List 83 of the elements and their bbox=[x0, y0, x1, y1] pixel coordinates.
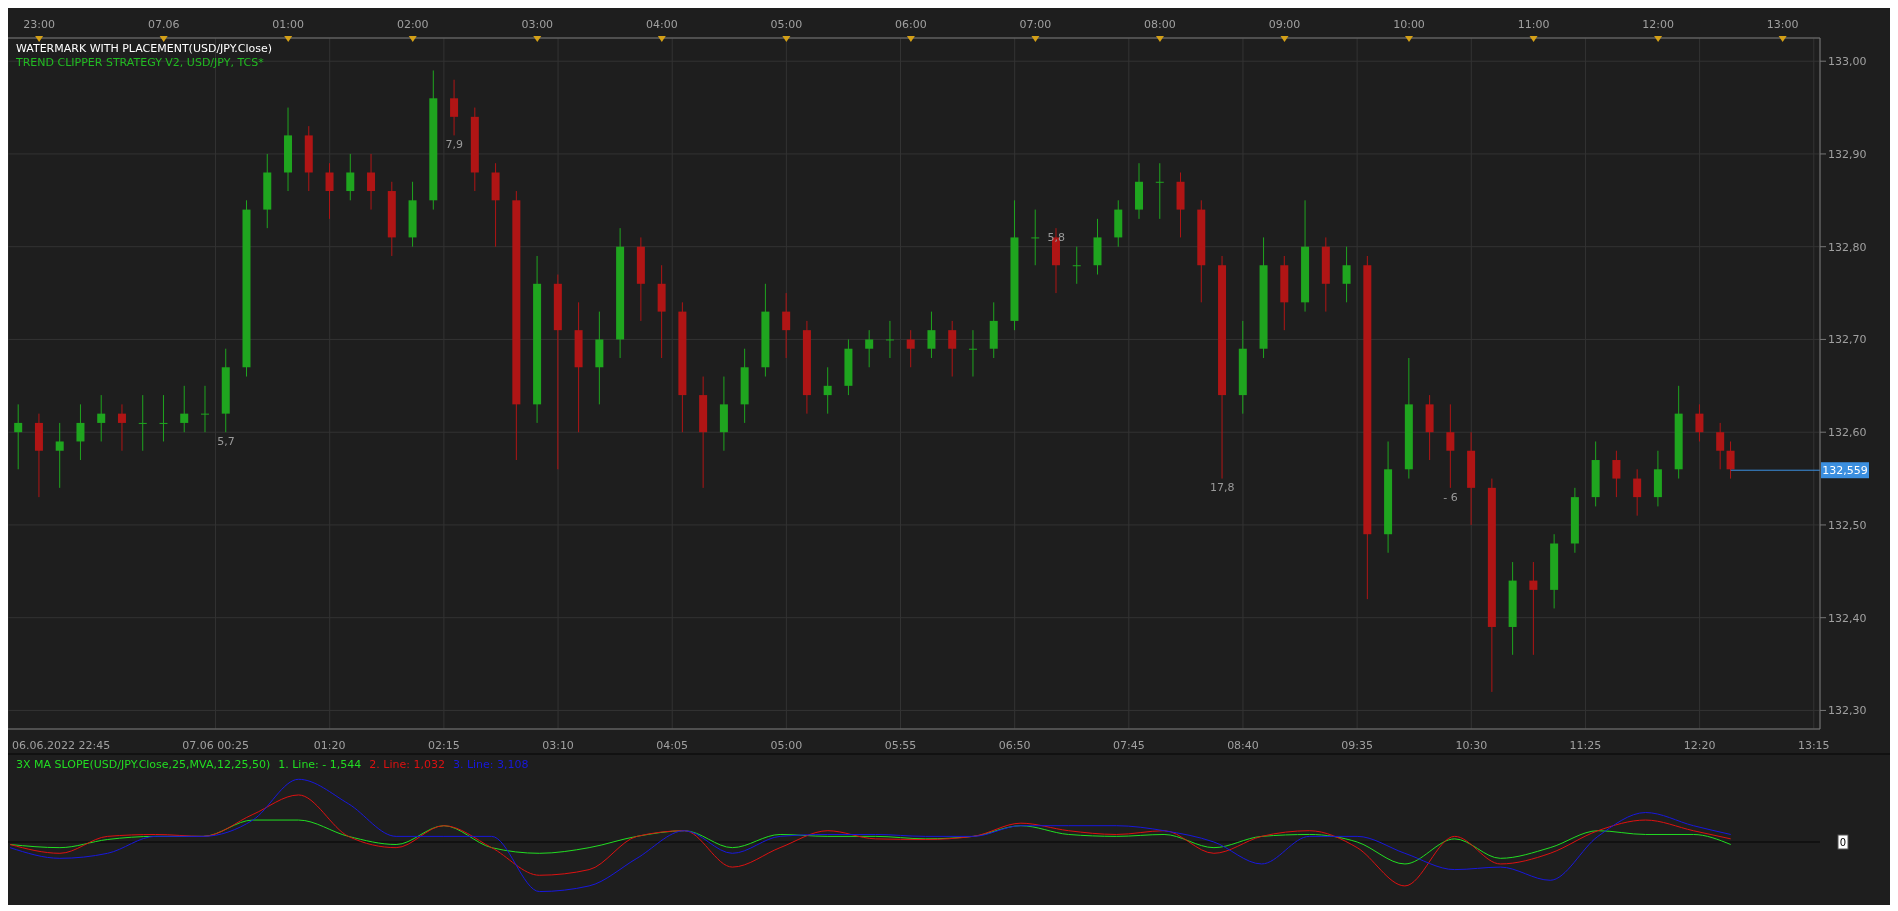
candlestick bbox=[346, 153, 355, 201]
y-tick-label: 132,70 bbox=[1828, 333, 1867, 347]
candlestick bbox=[180, 385, 189, 433]
x2-tick-label: 13:00 bbox=[1766, 18, 1799, 31]
candlestick bbox=[325, 162, 334, 220]
x2-tick-label: 05:00 bbox=[770, 18, 803, 31]
candlestick bbox=[1072, 246, 1081, 285]
x-tick-label: 06:50 bbox=[998, 739, 1031, 752]
x-tick-label: 08:40 bbox=[1227, 739, 1259, 752]
candlestick bbox=[1695, 403, 1704, 442]
x2-tick-label: 07.06 bbox=[147, 18, 180, 31]
candlestick bbox=[1031, 209, 1040, 266]
x2-tick-label: 23:00 bbox=[23, 18, 55, 31]
annotation: - 6 bbox=[1443, 490, 1458, 504]
x-tick-label: 04:05 bbox=[656, 739, 689, 752]
x2-tick-label: 08:00 bbox=[1144, 18, 1176, 31]
candlestick bbox=[823, 366, 832, 415]
x-tick-label: 09:35 bbox=[1341, 739, 1373, 752]
y-tick-label: 132,40 bbox=[1828, 611, 1867, 625]
x-tick-label: 07.06 00:25 bbox=[182, 739, 249, 752]
x2-tick-label: 11:00 bbox=[1517, 18, 1550, 31]
ref-line-label: 132,559 bbox=[1822, 464, 1868, 478]
x-tick-label: 07:45 bbox=[1112, 739, 1145, 752]
x2-tick-label: 04:00 bbox=[645, 18, 678, 31]
y-tick-label: 132,90 bbox=[1828, 147, 1867, 161]
candlestick bbox=[159, 394, 168, 442]
candlestick bbox=[968, 329, 977, 378]
chart-title: WATERMARK WITH PLACEMENT(USD/JPY.Close) bbox=[16, 42, 272, 56]
candlestick bbox=[138, 394, 147, 452]
candlestick bbox=[927, 311, 936, 359]
x-tick-label: 06.06.2022 22:45 bbox=[12, 739, 111, 752]
candlestick bbox=[1633, 468, 1642, 517]
annotation: 5,7 bbox=[217, 435, 235, 448]
x-tick-label: 05:00 bbox=[770, 739, 803, 752]
x-tick-label: 13:15 bbox=[1797, 739, 1830, 752]
x-tick-label: 11:25 bbox=[1569, 739, 1602, 752]
x-tick-label: 01:20 bbox=[313, 739, 346, 752]
candlestick bbox=[117, 403, 126, 452]
x-tick-label: 05:55 bbox=[884, 739, 917, 752]
text: 2. Line: 1,032 bbox=[369, 758, 445, 771]
candlestick bbox=[1446, 403, 1455, 489]
candlestick bbox=[76, 403, 85, 461]
x2-tick-label: 10:00 bbox=[1393, 18, 1425, 31]
candlestick bbox=[865, 329, 874, 368]
x2-tick-label: 07:00 bbox=[1019, 18, 1052, 31]
annotation: 17,8 bbox=[1209, 481, 1235, 495]
candlestick bbox=[55, 422, 64, 489]
y-tick-label: 132,50 bbox=[1828, 518, 1867, 532]
annotation: 7,9 bbox=[445, 138, 463, 152]
candlestick bbox=[450, 79, 459, 136]
candlestick bbox=[782, 292, 791, 359]
candlestick bbox=[1612, 450, 1621, 498]
candlestick bbox=[1342, 246, 1351, 303]
candlestick bbox=[1716, 422, 1725, 470]
x2-tick-label: 02:00 bbox=[396, 18, 429, 31]
candlestick bbox=[367, 153, 376, 211]
x2-tick-label: 01:00 bbox=[272, 18, 305, 31]
x-tick-label: 02:15 bbox=[428, 739, 460, 752]
x2-tick-label: 06:00 bbox=[895, 18, 927, 31]
candlestick bbox=[906, 329, 915, 368]
candlestick bbox=[948, 320, 957, 378]
ref-line-label: 0 bbox=[1839, 837, 1847, 849]
x2-tick-label: 12:00 bbox=[1642, 18, 1674, 31]
text: TREND CLIPPER STRATEGY V2, USD/JPY, TCS* bbox=[16, 56, 265, 70]
candlestick bbox=[200, 385, 209, 433]
y-tick-label: 133,00 bbox=[1828, 55, 1867, 69]
x-tick-label: 03:10 bbox=[542, 739, 574, 752]
candlestick bbox=[1726, 440, 1735, 480]
y-tick-label: 132,60 bbox=[1828, 426, 1867, 440]
candlestick bbox=[1529, 561, 1538, 656]
text: 1. Line: - 1,544 bbox=[278, 758, 362, 771]
candlestick bbox=[14, 403, 23, 470]
candlestick bbox=[885, 320, 894, 359]
x2-tick-label: 09:00 bbox=[1268, 18, 1301, 31]
y-tick-label: 132,80 bbox=[1828, 240, 1867, 254]
x2-tick-label: 03:00 bbox=[521, 18, 554, 31]
candlestick bbox=[1155, 162, 1164, 220]
x-tick-label: 12:20 bbox=[1683, 739, 1716, 752]
chart-title: 3X MA SLOPE(USD/JPY.Close,25,MVA,12,25,50) bbox=[16, 758, 271, 771]
y-tick-label: 132,30 bbox=[1828, 704, 1867, 718]
x-tick-label: 10:30 bbox=[1455, 739, 1488, 752]
text: 3. Line: 3,108 bbox=[452, 758, 529, 771]
candlestick bbox=[97, 394, 106, 442]
